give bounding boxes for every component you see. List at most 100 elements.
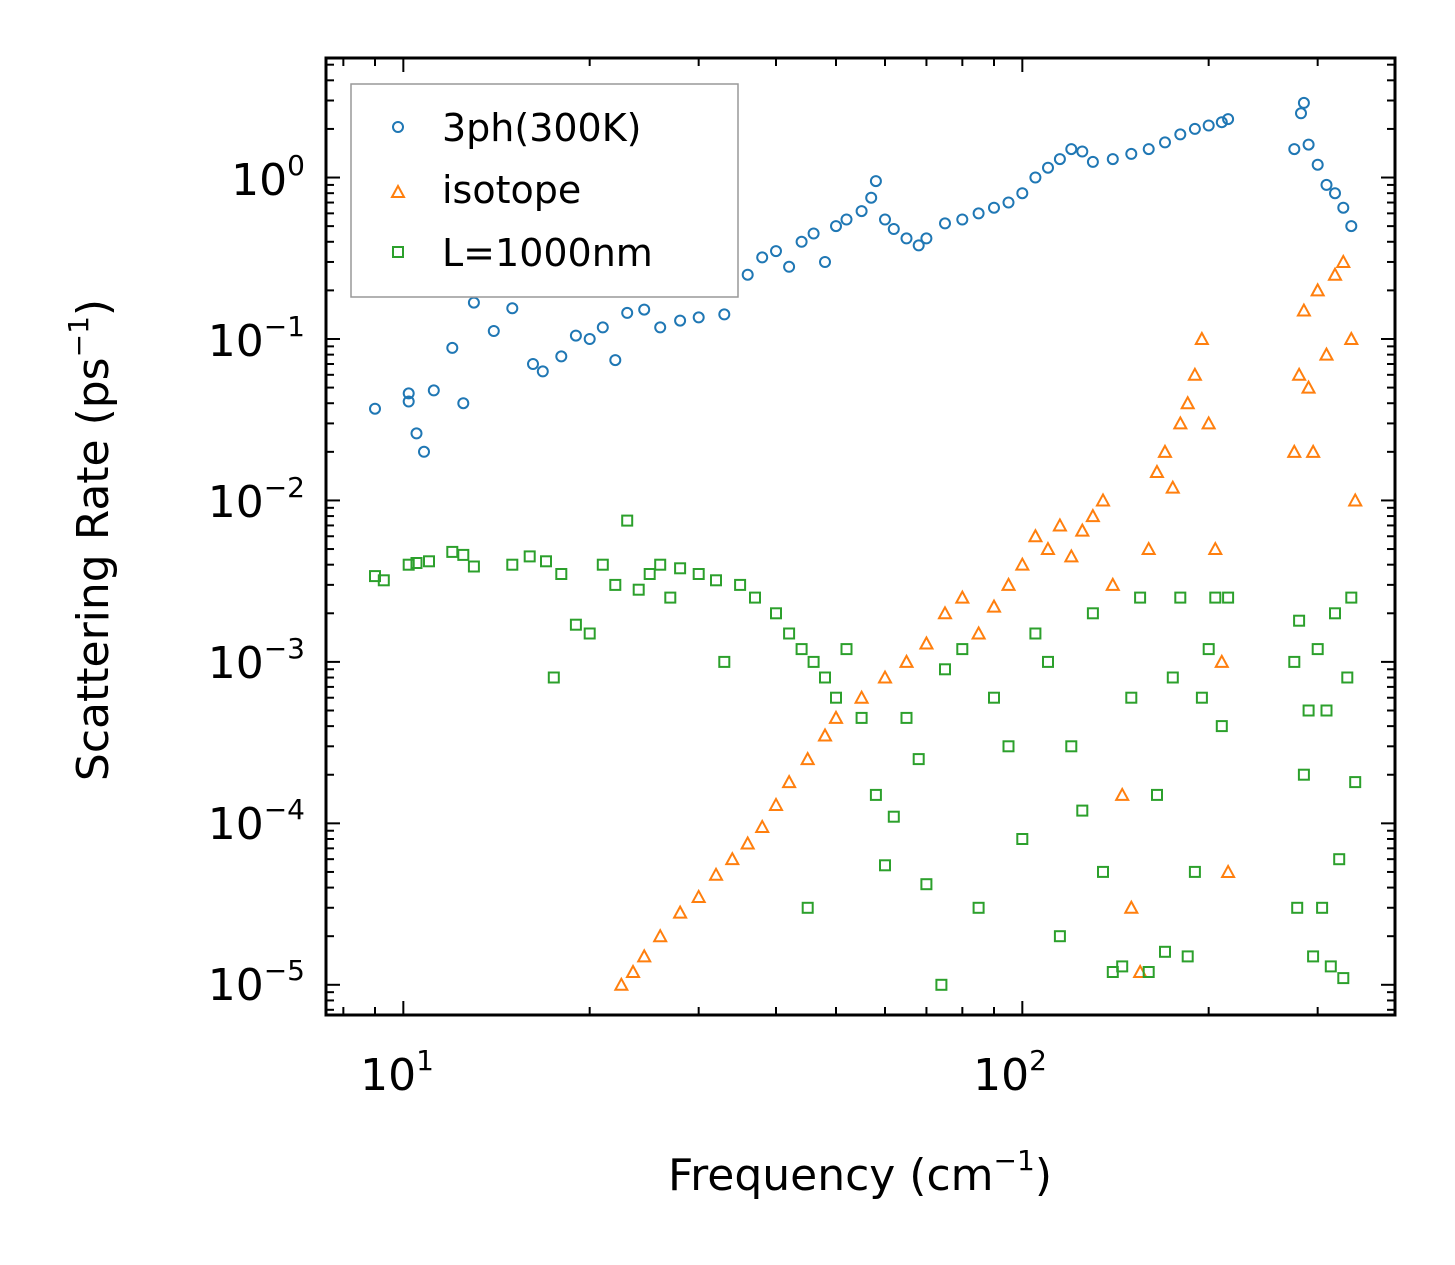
point-square-2-47 xyxy=(988,691,1000,704)
point-triangle-1-24 xyxy=(1014,556,1031,571)
point-circle-0-37 xyxy=(887,223,900,235)
point-square-2-74 xyxy=(1291,901,1304,914)
y-tick-label-1e-4: 10−4 xyxy=(208,793,305,850)
point-square-2-18 xyxy=(632,583,645,596)
point-circle-0-50 xyxy=(1065,143,1078,156)
point-triangle-1-58 xyxy=(1347,492,1363,507)
point-triangle-1-5 xyxy=(690,888,707,903)
point-square-2-76 xyxy=(1297,768,1310,781)
point-triangle-1-46 xyxy=(1214,653,1230,668)
point-square-2-60 xyxy=(1134,591,1147,604)
point-square-2-85 xyxy=(1337,972,1350,985)
legend: 3ph(300K) isotope L=1000nm xyxy=(350,83,739,298)
point-square-2-71 xyxy=(1215,720,1228,733)
point-circle-0-39 xyxy=(912,239,925,252)
point-square-2-84 xyxy=(1333,853,1346,866)
point-square-2-87 xyxy=(1345,591,1358,604)
point-square-2-72 xyxy=(1222,591,1235,604)
legend-marker-3ph xyxy=(392,121,404,133)
legend-label-isotope: isotope xyxy=(442,168,581,212)
point-triangle-1-32 xyxy=(1105,576,1121,591)
point-circle-0-46 xyxy=(1016,187,1029,200)
point-square-2-43 xyxy=(935,978,948,991)
point-square-2-77 xyxy=(1302,704,1315,717)
point-triangle-1-8 xyxy=(739,835,756,850)
point-triangle-1-41 xyxy=(1180,395,1196,410)
point-circle-0-6 xyxy=(446,341,459,354)
point-circle-0-12 xyxy=(536,365,549,378)
point-circle-0-15 xyxy=(583,333,596,345)
point-circle-0-1 xyxy=(402,387,415,400)
point-circle-0-10 xyxy=(506,302,519,315)
point-triangle-1-0 xyxy=(613,976,630,991)
point-circle-0-11 xyxy=(527,358,539,370)
point-square-2-24 xyxy=(710,574,722,587)
point-square-2-30 xyxy=(795,643,808,656)
point-triangle-1-16 xyxy=(877,669,893,684)
point-square-2-19 xyxy=(643,568,656,580)
point-circle-0-49 xyxy=(1053,153,1066,166)
point-square-2-80 xyxy=(1316,901,1329,914)
point-triangle-1-23 xyxy=(1000,576,1017,591)
point-square-2-12 xyxy=(555,568,568,580)
point-circle-0-5 xyxy=(427,384,440,397)
point-square-2-50 xyxy=(1029,627,1042,640)
x-axis-title: Frequency (cm−1) xyxy=(668,1144,1052,1201)
point-circle-0-64 xyxy=(1297,96,1310,109)
point-triangle-1-37 xyxy=(1149,463,1165,479)
point-triangle-1-39 xyxy=(1165,479,1181,494)
point-circle-0-32 xyxy=(840,213,853,226)
point-circle-0-70 xyxy=(1345,220,1358,233)
point-triangle-1-30 xyxy=(1085,507,1101,523)
point-square-2-83 xyxy=(1329,607,1341,620)
point-circle-0-59 xyxy=(1202,119,1215,132)
point-square-2-13 xyxy=(569,618,582,631)
point-circle-0-19 xyxy=(638,303,651,316)
point-triangle-1-38 xyxy=(1157,443,1173,458)
point-triangle-1-52 xyxy=(1305,443,1321,458)
point-triangle-1-15 xyxy=(853,689,870,704)
point-square-2-21 xyxy=(664,591,677,604)
x-tick-label-10: 101 xyxy=(360,1044,434,1101)
point-square-2-73 xyxy=(1288,655,1301,668)
point-circle-0-48 xyxy=(1042,161,1054,174)
point-square-2-45 xyxy=(956,643,969,656)
point-circle-0-66 xyxy=(1311,158,1324,171)
point-square-2-14 xyxy=(583,627,596,640)
point-square-2-32 xyxy=(807,655,820,668)
point-circle-0-60 xyxy=(1215,116,1228,129)
point-triangle-1-50 xyxy=(1296,302,1312,317)
point-triangle-1-19 xyxy=(937,605,953,620)
point-circle-0-62 xyxy=(1288,143,1301,156)
point-triangle-1-13 xyxy=(817,727,833,742)
point-square-2-66 xyxy=(1181,950,1194,963)
point-circle-0-68 xyxy=(1329,187,1341,200)
point-triangle-1-25 xyxy=(1027,528,1044,543)
point-circle-0-34 xyxy=(865,191,878,204)
point-circle-0-25 xyxy=(756,251,769,264)
point-square-2-22 xyxy=(674,562,687,575)
y-tick-label-1e-1: 10−1 xyxy=(208,310,305,367)
point-square-2-27 xyxy=(749,591,761,604)
point-square-2-61 xyxy=(1142,966,1155,978)
point-circle-0-23 xyxy=(718,308,731,321)
legend-marker-isotope xyxy=(390,183,406,198)
point-triangle-1-33 xyxy=(1114,786,1130,801)
point-triangle-1-10 xyxy=(768,796,784,811)
point-triangle-1-57 xyxy=(1343,330,1359,345)
point-triangle-1-26 xyxy=(1040,540,1056,556)
point-square-2-55 xyxy=(1086,607,1099,620)
legend-label-l1000: L=1000nm xyxy=(442,231,653,275)
point-circle-0-28 xyxy=(795,235,808,248)
point-square-2-29 xyxy=(783,627,796,640)
x-tick-label-100: 102 xyxy=(973,1044,1047,1101)
point-square-2-48 xyxy=(1002,740,1015,753)
point-circle-0-38 xyxy=(900,232,913,245)
point-circle-0-55 xyxy=(1142,143,1155,156)
point-circle-0-9 xyxy=(487,325,500,337)
point-circle-0-67 xyxy=(1320,178,1333,191)
point-circle-0-44 xyxy=(988,201,1000,214)
point-square-2-28 xyxy=(770,607,782,620)
legend-marker-l1000 xyxy=(392,246,404,258)
point-square-2-1 xyxy=(377,574,390,587)
